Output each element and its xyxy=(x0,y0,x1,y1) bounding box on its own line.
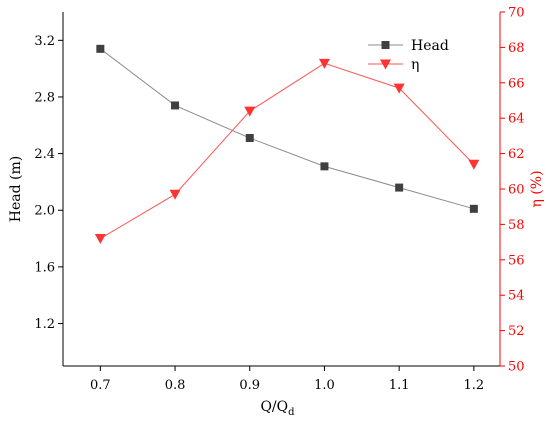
left-y-tick-label: 1.6 xyxy=(34,260,55,275)
data-point-head xyxy=(245,134,254,143)
legend: Head η xyxy=(368,38,449,73)
left-y-tick-label: 3.2 xyxy=(34,34,55,49)
x-axis-title-subscript: d xyxy=(288,407,295,418)
right-y-tick-label: 68 xyxy=(508,41,525,56)
right-y-tick-label: 54 xyxy=(508,289,525,304)
data-point-head xyxy=(469,204,478,213)
right-y-tick-label: 56 xyxy=(508,253,525,268)
data-point-eta xyxy=(169,189,181,200)
left-axis-title: Head (m) xyxy=(8,156,24,222)
series-line-head xyxy=(100,48,474,210)
series-layer xyxy=(94,44,480,245)
data-point-head xyxy=(96,44,105,53)
right-y-tick-label: 50 xyxy=(508,360,525,375)
right-y-tick-label: 52 xyxy=(508,324,525,339)
x-tick-label: 0.7 xyxy=(90,378,111,393)
axis-titles: Head (m) η (%) Q/Qd xyxy=(8,156,545,418)
x-tick-label: 0.9 xyxy=(239,378,260,393)
x-axis: 0.7 0.8 0.9 1.0 1.1 1.2 xyxy=(90,366,484,393)
x-tick-label: 1.1 xyxy=(389,378,410,393)
data-point-head xyxy=(320,162,329,171)
left-y-axis: 1.2 1.6 2.0 2.4 2.8 3.2 xyxy=(34,34,63,332)
right-y-tick-label: 62 xyxy=(508,147,525,162)
data-point-head xyxy=(395,183,404,192)
data-point-eta xyxy=(318,58,330,69)
legend-marker-eta xyxy=(380,59,391,70)
data-point-eta xyxy=(94,234,106,245)
data-point-head xyxy=(171,101,180,110)
x-tick-label: 1.0 xyxy=(314,378,335,393)
x-axis-title-main: Q/Q xyxy=(260,399,288,415)
right-y-tick-label: 70 xyxy=(508,6,525,21)
x-axis-title: Q/Qd xyxy=(260,399,295,418)
left-y-tick-label: 2.4 xyxy=(34,147,55,162)
x-tick-label: 1.2 xyxy=(464,378,485,393)
data-point-eta xyxy=(393,83,405,94)
plot-frame xyxy=(62,12,501,367)
right-y-tick-label: 58 xyxy=(508,218,525,233)
right-axis-title: η (%) xyxy=(529,170,545,207)
x-tick-label: 0.8 xyxy=(165,378,186,393)
left-y-tick-label: 1.2 xyxy=(34,317,55,332)
series-line-eta xyxy=(100,62,475,239)
legend-label-head: Head xyxy=(411,38,449,54)
data-point-eta xyxy=(468,159,480,170)
legend-marker-head xyxy=(381,41,390,49)
left-y-tick-label: 2.0 xyxy=(34,204,55,219)
left-y-tick-label: 2.8 xyxy=(34,90,55,105)
right-y-axis: 50 52 54 56 58 60 62 64 66 68 70 xyxy=(500,6,525,375)
data-point-eta xyxy=(244,106,256,117)
right-y-tick-label: 64 xyxy=(508,112,525,127)
right-y-tick-label: 66 xyxy=(508,76,525,91)
legend-label-eta: η xyxy=(411,57,419,73)
right-y-tick-label: 60 xyxy=(508,183,525,198)
